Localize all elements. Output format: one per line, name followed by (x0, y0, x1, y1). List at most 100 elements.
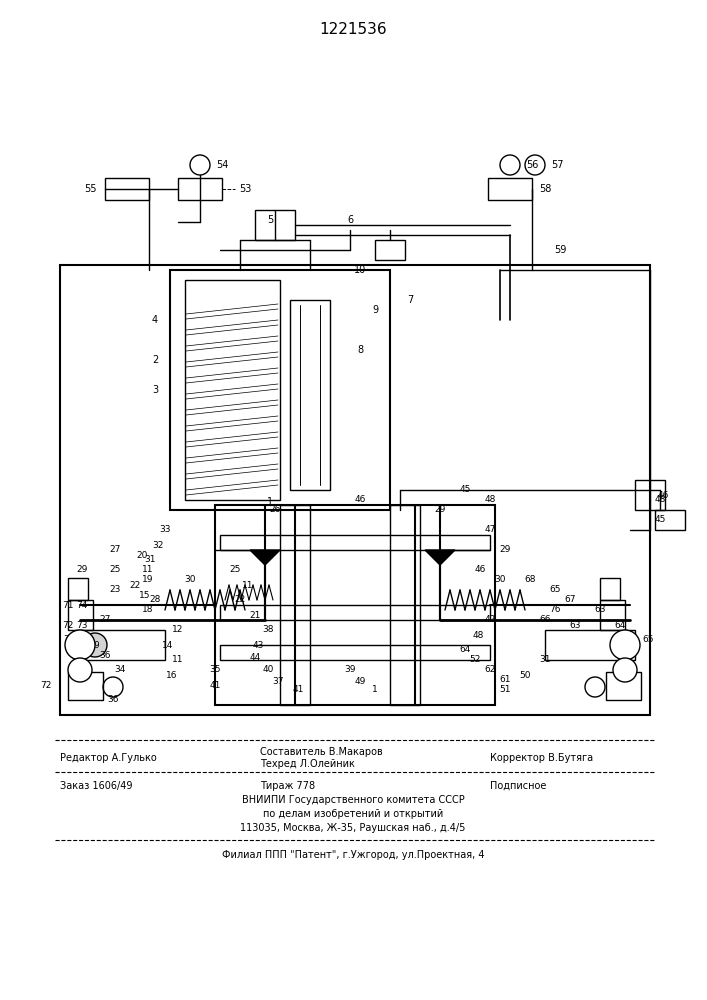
Text: 27: 27 (99, 615, 111, 624)
Bar (105, 178, 149, 200)
Text: 39: 39 (344, 666, 356, 674)
Text: 36: 36 (107, 696, 119, 704)
Text: 1: 1 (372, 686, 378, 694)
Text: 22: 22 (235, 595, 245, 604)
Text: Заказ 1606/49: Заказ 1606/49 (60, 781, 132, 791)
Text: 30: 30 (185, 576, 196, 584)
Text: 45: 45 (460, 486, 471, 494)
Bar (606, 672, 641, 700)
Text: 44: 44 (250, 654, 261, 662)
Text: 31: 31 (144, 556, 156, 564)
Text: 25: 25 (229, 566, 240, 574)
Text: 65: 65 (642, 636, 654, 645)
Text: 72: 72 (40, 682, 52, 690)
Text: 66: 66 (539, 615, 551, 624)
Text: 33: 33 (159, 526, 171, 534)
Text: 65: 65 (620, 641, 631, 650)
Text: 1: 1 (267, 497, 273, 507)
Bar (68, 672, 103, 700)
Text: 113035, Москва, Ж-35, Раушская наб., д.4/5: 113035, Москва, Ж-35, Раушская наб., д.4… (240, 823, 466, 833)
Text: 71: 71 (62, 600, 74, 609)
Text: 11: 11 (173, 656, 184, 664)
Circle shape (68, 658, 92, 682)
Text: 42: 42 (484, 615, 496, 624)
Text: 37: 37 (272, 678, 284, 686)
Text: 53: 53 (239, 184, 251, 194)
Text: 10: 10 (354, 265, 366, 275)
Text: 38: 38 (262, 626, 274, 635)
Text: 19: 19 (142, 576, 153, 584)
Text: 76: 76 (549, 605, 561, 614)
Text: Составитель В.Макаров: Составитель В.Макаров (260, 747, 382, 757)
Bar (185, 280, 280, 500)
Text: 61: 61 (499, 676, 510, 684)
Bar (220, 645, 490, 660)
Text: 41: 41 (209, 680, 221, 690)
Text: 9: 9 (372, 305, 378, 315)
Text: 47: 47 (484, 526, 496, 534)
Bar (60, 265, 650, 715)
Text: 29: 29 (434, 506, 445, 514)
Text: 34: 34 (115, 666, 126, 674)
Circle shape (83, 633, 107, 657)
Text: 31: 31 (539, 656, 551, 664)
Text: 22: 22 (129, 580, 141, 589)
Text: 41: 41 (292, 686, 304, 694)
Text: 25: 25 (110, 566, 121, 574)
Bar (655, 510, 685, 530)
Text: 27: 27 (110, 546, 121, 554)
Text: 46: 46 (658, 490, 669, 499)
Bar (375, 240, 405, 260)
Text: 2: 2 (152, 355, 158, 365)
Text: 55: 55 (85, 184, 97, 194)
Text: 26: 26 (269, 506, 281, 514)
Bar (68, 600, 93, 630)
Text: 62: 62 (484, 666, 496, 674)
Text: 59: 59 (554, 245, 566, 255)
Text: 56: 56 (526, 160, 538, 170)
Bar (488, 178, 532, 200)
Text: 21: 21 (250, 610, 261, 619)
Text: 57: 57 (551, 160, 563, 170)
Text: 64: 64 (614, 620, 626, 630)
Text: 4: 4 (152, 315, 158, 325)
Text: Тираж 778: Тираж 778 (260, 781, 315, 791)
Text: 70: 70 (64, 636, 75, 645)
Text: 48: 48 (484, 495, 496, 504)
Circle shape (613, 633, 637, 657)
Text: 48: 48 (472, 631, 484, 640)
Text: 1221536: 1221536 (319, 22, 387, 37)
Polygon shape (425, 550, 455, 565)
Bar (390, 505, 420, 705)
Text: 54: 54 (216, 160, 228, 170)
Text: 52: 52 (469, 656, 481, 664)
Text: Корректор В.Бутяга: Корректор В.Бутяга (490, 753, 593, 763)
Bar (280, 505, 310, 705)
Text: 18: 18 (142, 605, 153, 614)
Text: 62: 62 (614, 641, 626, 650)
Circle shape (65, 630, 95, 660)
Text: 63: 63 (569, 620, 580, 630)
Bar (635, 480, 665, 510)
Text: 20: 20 (136, 550, 148, 560)
Text: 16: 16 (166, 670, 177, 680)
Text: Редактор А.Гулько: Редактор А.Гулько (60, 753, 157, 763)
Text: 50: 50 (519, 670, 531, 680)
Text: 7: 7 (407, 295, 413, 305)
Text: 32: 32 (152, 540, 164, 550)
Text: 65: 65 (549, 585, 561, 594)
Text: 58: 58 (539, 184, 551, 194)
Bar (170, 270, 390, 510)
Bar (600, 578, 620, 600)
Text: 29: 29 (76, 566, 88, 574)
Text: 64: 64 (460, 646, 471, 654)
Text: 14: 14 (163, 641, 174, 650)
Text: 11: 11 (243, 580, 254, 589)
Text: 8: 8 (357, 345, 363, 355)
Bar (178, 178, 222, 200)
Text: 75: 75 (76, 641, 88, 650)
Text: 28: 28 (149, 595, 160, 604)
Text: 48: 48 (654, 495, 666, 504)
Bar (75, 630, 165, 660)
Text: 3: 3 (152, 385, 158, 395)
